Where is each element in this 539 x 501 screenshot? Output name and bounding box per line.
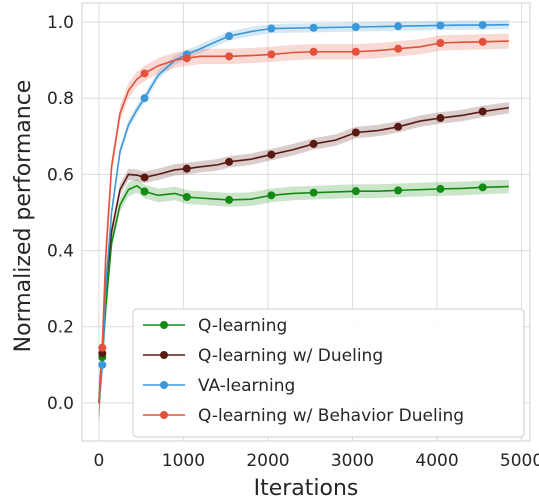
series-marker	[98, 343, 107, 352]
series-marker	[309, 47, 318, 56]
series-marker	[140, 173, 149, 182]
series-marker	[394, 186, 403, 195]
series-marker	[140, 94, 149, 103]
series-marker	[267, 50, 276, 59]
series-marker	[225, 157, 234, 166]
legend-marker	[160, 351, 168, 359]
series-marker	[351, 128, 360, 137]
series-marker	[394, 44, 403, 53]
series-marker	[478, 107, 487, 116]
series-marker	[182, 164, 191, 173]
series-marker	[182, 192, 191, 201]
series-marker	[478, 21, 487, 30]
series-marker	[267, 191, 276, 200]
series-marker	[267, 24, 276, 33]
x-axis-label: Iterations	[254, 476, 359, 501]
y-axis-label: Normalized performance	[11, 80, 36, 353]
y-tick-label: 0.4	[47, 242, 74, 262]
series-marker	[140, 187, 149, 196]
series-marker	[351, 187, 360, 196]
x-tick-label: 5000	[500, 451, 539, 471]
series-marker	[267, 150, 276, 159]
series-marker	[436, 114, 445, 123]
series-marker	[436, 38, 445, 47]
legend-label: VA-learning	[198, 376, 295, 396]
series-marker	[225, 32, 234, 41]
legend-marker	[160, 411, 168, 419]
series-marker	[478, 183, 487, 192]
series-band	[98, 33, 509, 426]
legend-label: Q-learning	[198, 316, 287, 336]
y-tick-labels: 0.0 0.2 0.4 0.6 0.8 1.0	[47, 13, 74, 414]
y-tick-label: 0.6	[47, 165, 74, 185]
plot-frame	[81, 2, 531, 442]
y-tick-label: 0.0	[47, 394, 74, 414]
series-marker	[309, 139, 318, 148]
legend-marker	[160, 321, 168, 329]
x-tick-label: 2000	[246, 451, 289, 471]
x-tick-label: 4000	[415, 451, 458, 471]
series-marker	[436, 21, 445, 30]
x-tick-labels: 0 1000 2000 3000 4000 5000	[93, 451, 539, 471]
legend-entry: VA-learning	[143, 376, 295, 396]
x-tick-label: 1000	[162, 451, 205, 471]
legend-box	[132, 308, 525, 438]
series-marker	[182, 54, 191, 63]
series-marker	[309, 188, 318, 197]
legend-entry: Q-learning w/ Behavior Dueling	[143, 406, 464, 426]
confidence-bands	[98, 20, 509, 426]
series-marker	[225, 52, 234, 61]
series-marker	[140, 69, 149, 78]
series-markers	[98, 21, 487, 369]
x-tick-label: 3000	[331, 451, 374, 471]
y-tick-label: 1.0	[47, 13, 74, 33]
series-marker	[351, 47, 360, 56]
series-marker	[351, 22, 360, 31]
y-tick-label: 0.8	[47, 89, 74, 109]
series-marker	[225, 195, 234, 204]
x-tick-label: 0	[93, 451, 104, 471]
legend-entry: Q-learning w/ Dueling	[143, 346, 383, 366]
legend: Q-learning Q-learning w/ Dueling VA-learni…	[132, 308, 525, 438]
legend-entry: Q-learning	[143, 316, 287, 336]
series-marker	[394, 122, 403, 131]
series-marker	[309, 23, 318, 32]
series-marker	[394, 22, 403, 31]
y-tick-label: 0.2	[47, 318, 74, 338]
series-marker	[98, 360, 107, 369]
legend-label: Q-learning w/ Behavior Dueling	[198, 406, 464, 426]
series-marker	[98, 349, 107, 358]
legend-marker	[160, 381, 168, 389]
legend-label: Q-learning w/ Dueling	[198, 346, 383, 366]
series-marker	[436, 184, 445, 193]
series-marker	[478, 37, 487, 46]
